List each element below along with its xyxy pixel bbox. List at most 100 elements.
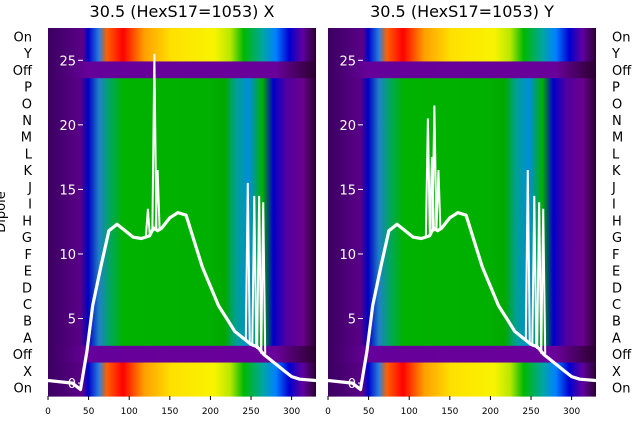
y-axis-label: Dipole bbox=[0, 191, 9, 232]
heatmap-row bbox=[328, 345, 596, 364]
x-tick-label: 0 bbox=[45, 407, 51, 417]
x-tick-label: 200 bbox=[202, 407, 219, 417]
overlay-spike bbox=[244, 182, 251, 342]
overlay-tick-label: 0 bbox=[68, 377, 76, 392]
heatmap-row bbox=[328, 245, 596, 263]
row-label: B bbox=[612, 315, 621, 330]
heatmap-row bbox=[48, 295, 316, 313]
overlay-tick-label: 25 bbox=[59, 54, 76, 69]
row-label: B bbox=[23, 315, 32, 330]
row-label: H bbox=[22, 214, 32, 229]
x-tick-label: 300 bbox=[283, 407, 300, 417]
overlay: 0 5 10 15 20 25 bbox=[328, 54, 596, 392]
heatmap-row bbox=[328, 262, 596, 280]
row-label: X bbox=[23, 365, 32, 380]
heatmap-row bbox=[48, 44, 316, 63]
x-tick-label: 300 bbox=[563, 407, 580, 417]
row-label: On bbox=[14, 30, 32, 45]
row-label: D bbox=[612, 281, 622, 296]
row-label: A bbox=[612, 331, 621, 346]
overlay-spike bbox=[431, 105, 438, 229]
overlay-spike bbox=[260, 202, 267, 354]
row-label: Off bbox=[612, 348, 632, 363]
row-label: F bbox=[612, 248, 619, 263]
overlay-spike bbox=[151, 53, 158, 229]
overlay-spike bbox=[540, 208, 547, 354]
row-label: I bbox=[28, 198, 32, 213]
heatmap-row bbox=[328, 78, 596, 96]
heatmap-row bbox=[48, 362, 316, 380]
overlay-spike bbox=[531, 195, 538, 346]
overlay-tick-label: 20 bbox=[339, 119, 356, 134]
heatmap-row bbox=[328, 94, 596, 113]
overlay-tick-label: 15 bbox=[59, 183, 76, 198]
heatmap-row bbox=[48, 345, 316, 364]
row-label: I bbox=[612, 198, 616, 213]
heatmap-row bbox=[48, 78, 316, 96]
row-label: A bbox=[23, 331, 32, 346]
overlay-tick-label: 25 bbox=[339, 54, 356, 69]
heatmap-row bbox=[328, 228, 596, 247]
row-label: K bbox=[612, 164, 621, 179]
heatmap-row bbox=[48, 278, 316, 297]
overlay-tick-label: 10 bbox=[339, 248, 356, 263]
overlay-tick-label: 20 bbox=[59, 119, 76, 134]
row-label: E bbox=[24, 265, 32, 280]
overlay-spike bbox=[144, 208, 151, 237]
row-label: On bbox=[612, 30, 630, 45]
overlay-tick-label: 15 bbox=[339, 183, 356, 198]
row-label: O bbox=[612, 97, 622, 112]
heatmap-row bbox=[328, 178, 596, 196]
row-label: J bbox=[611, 181, 616, 196]
row-label: On bbox=[612, 382, 630, 397]
row-label: M bbox=[612, 131, 623, 146]
x-tick-label: 150 bbox=[161, 407, 178, 417]
row-label: P bbox=[612, 81, 620, 96]
heatmap-row bbox=[328, 111, 596, 129]
heatmap-row bbox=[48, 128, 316, 146]
row-label: C bbox=[23, 298, 32, 313]
row-label: H bbox=[612, 214, 622, 229]
heatmap-row bbox=[328, 161, 596, 180]
x-tick-label: 50 bbox=[83, 407, 95, 417]
row-label: L bbox=[612, 147, 620, 162]
heatmap-row bbox=[48, 61, 316, 79]
row-label: P bbox=[24, 81, 32, 96]
heatmap-row bbox=[328, 44, 596, 63]
heatmap-row bbox=[328, 278, 596, 297]
heatmap-row bbox=[48, 28, 316, 46]
heatmap-row bbox=[48, 195, 316, 213]
heatmap-row bbox=[48, 161, 316, 180]
overlay-tick-label: 0 bbox=[348, 377, 356, 392]
heatmap-row bbox=[48, 94, 316, 113]
row-label: Off bbox=[13, 64, 33, 79]
row-label: G bbox=[612, 231, 622, 246]
overlay: 0 5 10 15 20 25 bbox=[48, 53, 316, 392]
heatmap-row bbox=[328, 312, 596, 330]
panel-x-title: 30.5 (HexS17=1053) X bbox=[90, 2, 275, 21]
row-label: O bbox=[22, 97, 32, 112]
row-label: Off bbox=[612, 64, 632, 79]
x-tick-label: 100 bbox=[121, 407, 138, 417]
overlay-spike bbox=[524, 170, 531, 342]
heatmap-row bbox=[328, 379, 596, 397]
heatmap-row bbox=[48, 312, 316, 330]
heatmap-row bbox=[48, 111, 316, 129]
overlay-spike bbox=[424, 118, 431, 237]
row-label: Y bbox=[23, 47, 32, 62]
row-label: K bbox=[23, 164, 32, 179]
overlay-spike bbox=[256, 195, 263, 349]
x-tick-label: 200 bbox=[482, 407, 499, 417]
heatmap-row bbox=[328, 362, 596, 380]
row-label: N bbox=[22, 114, 32, 129]
heatmap-row bbox=[48, 228, 316, 247]
row-label: J bbox=[27, 181, 32, 196]
overlay-spike bbox=[154, 170, 161, 231]
x-tick-label: 50 bbox=[363, 407, 375, 417]
x-tick-label: 250 bbox=[522, 407, 539, 417]
overlay-line bbox=[48, 211, 316, 392]
overlay-spike bbox=[435, 170, 442, 231]
row-label: X bbox=[612, 365, 621, 380]
